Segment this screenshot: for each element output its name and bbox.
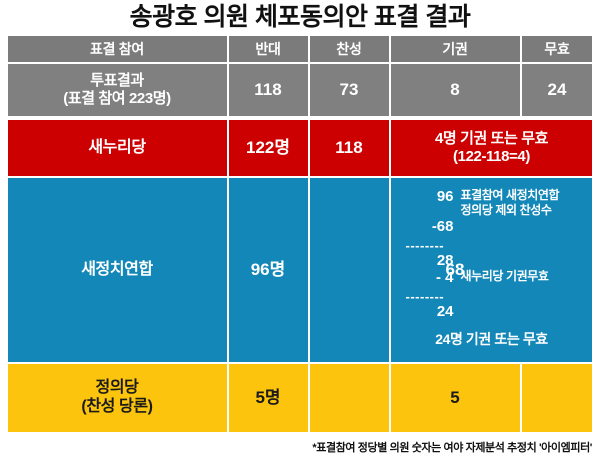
justice-label-line2: (찬성 당론) xyxy=(81,398,153,415)
justice-members-value: 5명 xyxy=(227,364,307,432)
column-header-for: 찬성 xyxy=(308,36,388,62)
justice-against-value xyxy=(308,364,388,432)
calc-line1-number: 96 xyxy=(436,188,454,205)
vote-results-table: 표결 참여 반대 찬성 기권 무효 투표결과 (표결 참여 223명) 118 … xyxy=(8,36,592,432)
calc-line4-number: - 4 xyxy=(435,269,454,286)
total-against-value: 118 xyxy=(227,64,307,116)
calc-line1-text: 표결참여 새정치연합 정의당 제외 찬성수 xyxy=(454,188,586,218)
column-header-abstain: 기권 xyxy=(389,36,519,62)
table-header-row: 표결 참여 반대 찬성 기권 무효 xyxy=(8,36,592,62)
calc-line5-number: 24 xyxy=(436,303,454,320)
calc-line4-text: 새누리당 기권무효 xyxy=(460,269,549,283)
saenuri-note-line1: 4명 기권 또는 무효 xyxy=(434,130,549,148)
justice-invalid-value xyxy=(520,364,592,432)
calc-line-5: 24 xyxy=(398,303,586,320)
calc-line-1: 96 표결참여 새정치연합 정의당 제외 찬성수 xyxy=(398,188,586,218)
saenuri-against-value: 118 xyxy=(308,120,388,176)
table-row: 새누리당 122명 118 4명 기권 또는 무효 (122-118=4) xyxy=(8,120,592,176)
justice-label-line1: 정의당 xyxy=(95,379,139,397)
total-for-value: 73 xyxy=(308,64,388,116)
calc-line1-text-a: 표결참여 새정치연합 xyxy=(460,188,560,202)
calc-divider-2: -------- xyxy=(405,289,445,304)
table-row: 정의당 (찬성 당론) 5명 5 xyxy=(8,364,592,432)
saenuri-note-line2: (122-118=4) xyxy=(453,148,530,165)
saenuri-members-value: 122명 xyxy=(227,120,307,176)
total-label: 투표결과 (표결 참여 223명) xyxy=(8,64,226,116)
total-label-line2: (표결 참여 223명) xyxy=(63,90,171,107)
calc-line2-number: -68 xyxy=(431,218,454,235)
npad-party-label: 새정치연합 xyxy=(81,260,153,278)
calc-line-4: - 4 새누리당 기권무효 xyxy=(398,269,586,286)
calc-line-3: 28 xyxy=(398,252,586,269)
total-invalid-value: 24 xyxy=(520,64,592,116)
npad-against-value xyxy=(308,178,388,362)
source-footnote: *표결참여 정당별 의원 숫자는 여야 자제분석 추정치 '아이엠피터' xyxy=(312,442,592,454)
table-row: 새정치연합 96명 68 96 표결참여 새정치연합 정의당 제외 찬성수 -6… xyxy=(8,178,592,362)
justice-for-value: 5 xyxy=(389,364,519,432)
saenuri-note: 4명 기권 또는 무효 (122-118=4) xyxy=(389,120,592,176)
table-row: 투표결과 (표결 참여 223명) 118 73 8 24 xyxy=(8,64,592,116)
calc-line-2: -68 xyxy=(398,218,586,235)
page-title: 송광호 의원 체포동의안 표결 결과 xyxy=(129,3,471,31)
total-label-line1: 투표결과 xyxy=(90,72,144,90)
column-header-invalid: 무효 xyxy=(520,36,592,62)
npad-members-value: 96명 xyxy=(227,178,307,362)
saenuri-party-label: 새누리당 xyxy=(88,138,146,156)
column-header-participation: 표결 참여 xyxy=(90,40,144,57)
total-abstain-value: 8 xyxy=(389,64,519,116)
calc-line3-number: 28 xyxy=(436,252,454,269)
calc-line1-text-b: 정의당 제외 찬성수 xyxy=(460,203,552,217)
npad-calculation-block: 96 표결참여 새정치연합 정의당 제외 찬성수 -68 -------- 28 xyxy=(389,178,592,362)
justice-party-label: 정의당 (찬성 당론) xyxy=(8,364,226,432)
calc-footer-text: 24명 기권 또는 무효 xyxy=(435,331,548,347)
calc-divider-1: -------- xyxy=(405,238,445,253)
column-header-against: 반대 xyxy=(227,36,307,62)
